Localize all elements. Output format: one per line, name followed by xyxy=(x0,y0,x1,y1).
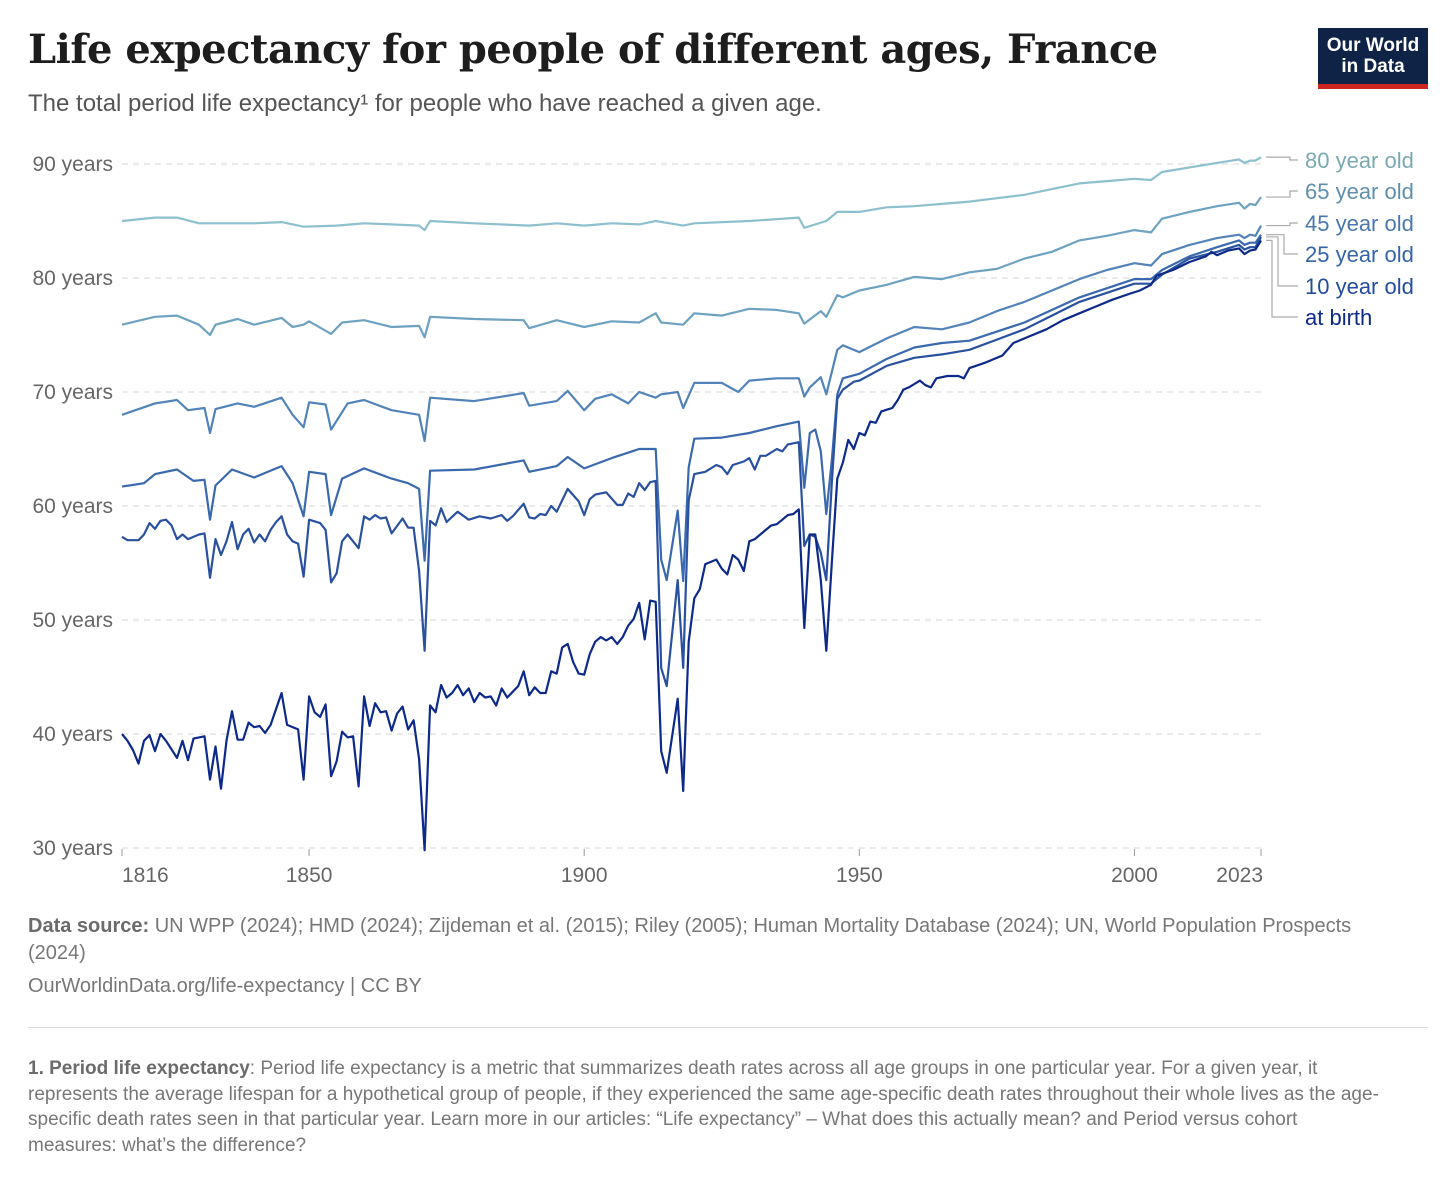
footnote-text: : Period life expectancy is a metric tha… xyxy=(28,1058,1379,1156)
x-tick-label: 1850 xyxy=(286,864,333,887)
label-connector xyxy=(1266,239,1298,318)
y-tick-label: 50 years xyxy=(32,609,113,632)
series-label[interactable]: 25 year old xyxy=(1305,242,1414,267)
series-line-65-year-old[interactable] xyxy=(121,196,1262,339)
chart-subtitle: The total period life expectancy¹ for pe… xyxy=(28,90,822,117)
gridlines xyxy=(122,163,1261,849)
data-source: Data source: UN WPP (2024); HMD (2024); … xyxy=(28,913,1408,967)
divider xyxy=(28,1027,1428,1028)
chart-title: Life expectancy for people of different … xyxy=(28,26,1158,73)
series-line-10-year-old[interactable] xyxy=(121,236,1262,688)
series-label[interactable]: 10 year old xyxy=(1305,274,1414,299)
series-line-25-year-old[interactable] xyxy=(121,234,1262,583)
label-connector xyxy=(1266,222,1298,227)
source-link[interactable]: OurWorldinData.org/life-expectancy | CC … xyxy=(28,975,422,997)
owid-logo[interactable]: Our World in Data xyxy=(1318,28,1428,89)
series-lines xyxy=(121,156,1262,852)
y-axis-ticks: 30 years 40 years 50 years 60 years 70 years… xyxy=(32,153,113,860)
y-tick-label: 80 years xyxy=(32,267,113,290)
series-label[interactable]: at birth xyxy=(1305,305,1372,330)
x-tick-label: 1816 xyxy=(122,864,169,887)
line-chart: 30 years 40 years 50 years 60 years 70 years… xyxy=(32,148,1414,887)
x-tick-label: 1900 xyxy=(561,864,608,887)
y-tick-label: 90 years xyxy=(32,153,113,176)
y-tick-label: 40 years xyxy=(32,723,113,746)
footnote-label: 1. Period life expectancy xyxy=(28,1058,250,1079)
series-line-80-year-old[interactable] xyxy=(121,156,1262,232)
x-axis: 1816 1850 1900 1950 2000 2023 xyxy=(121,849,1263,887)
label-connector xyxy=(1266,234,1298,255)
series-labels: 80 year old 65 year old 45 year old 25 year… xyxy=(1266,148,1414,330)
label-connector xyxy=(1266,236,1298,287)
x-tick-label: 1950 xyxy=(836,864,883,887)
data-source-text: UN WPP (2024); HMD (2024); Zijdeman et a… xyxy=(28,915,1352,964)
label-connector xyxy=(1266,190,1298,198)
y-tick-label: 70 years xyxy=(32,381,113,404)
label-connector xyxy=(1266,156,1298,161)
x-tick-label: 2023 xyxy=(1216,864,1263,887)
series-label[interactable]: 45 year old xyxy=(1305,211,1414,236)
series-line-45-year-old[interactable] xyxy=(121,225,1262,443)
series-label[interactable]: 80 year old xyxy=(1305,148,1414,173)
logo-line-1: Our World xyxy=(1326,35,1420,56)
logo-line-2: in Data xyxy=(1341,56,1405,77)
series-line-at-birth[interactable] xyxy=(121,239,1262,852)
y-tick-label: 60 years xyxy=(32,495,113,518)
x-tick-label: 2000 xyxy=(1111,864,1158,887)
series-label[interactable]: 65 year old xyxy=(1305,179,1414,204)
y-tick-label: 30 years xyxy=(32,837,113,860)
footnote: 1. Period life expectancy: Period life e… xyxy=(28,1056,1388,1158)
data-source-label: Data source: xyxy=(28,915,150,937)
